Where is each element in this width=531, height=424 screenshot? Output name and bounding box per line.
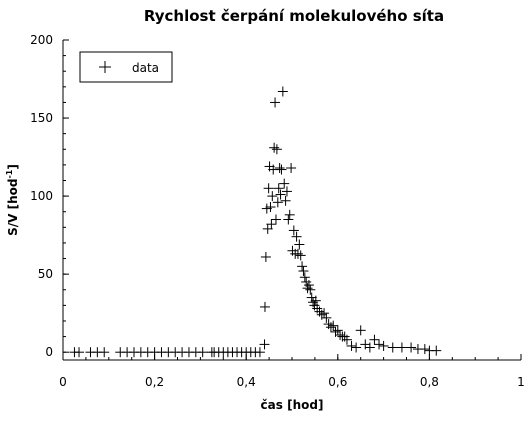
y-ticks: 0 50 100 150 200 [30,33,69,359]
data-point [273,183,284,194]
legend-marker [99,61,111,73]
data-point [270,214,281,225]
data-point [263,183,274,194]
data-markers [69,86,442,358]
data-point [325,322,336,333]
legend-box [79,51,173,83]
data-point [260,251,271,262]
data-point [291,231,302,242]
x-tick-label: 0 [59,375,67,389]
data-point [292,248,303,259]
x-tick-label: 0,8 [420,375,439,389]
data-point [279,178,290,189]
data-point [272,197,283,208]
data-point [281,186,292,197]
data-point [378,340,389,351]
data-point [254,347,265,358]
data-point [431,345,442,356]
x-tick-label: 0,6 [328,375,347,389]
data-point [294,239,305,250]
chart-title: Rychlost čerpání molekulového síta [144,7,444,25]
x-axis-label: čas [hod] [261,398,324,412]
x-ticks: 0 0,2 0,4 0,6 0,8 1 [59,354,525,389]
data-point [276,164,287,175]
data-point [267,191,278,202]
data-point [299,272,310,283]
data-point [305,284,316,295]
data-point [295,250,306,261]
data-point [328,320,339,331]
x-tick-label: 0,2 [145,375,164,389]
y-axis-label-main: S/V [hod [6,179,20,236]
data-point [341,334,352,345]
data-point [396,342,407,353]
data-point [288,225,299,236]
data-point [266,219,277,230]
y-axis-label: S/V [hod-1] [5,164,20,236]
data-point [283,214,294,225]
data-point [419,344,430,355]
data-point [280,195,291,206]
y-tick-label: 200 [30,33,53,47]
data-point [351,342,362,353]
data-point [284,209,295,220]
data-point [259,301,270,312]
data-point [332,325,343,336]
legend-label: data [132,61,159,75]
axes [62,40,521,361]
data-point [274,163,285,173]
data-point [275,189,286,200]
data-point [265,202,276,213]
data-point [374,339,385,350]
data-point [271,144,282,155]
data-point [355,325,366,336]
x-tick-label: 0,4 [237,375,256,389]
y-tick-label: 0 [45,345,53,359]
y-tick-label: 100 [30,189,53,203]
data-point [369,334,380,345]
data-point [269,142,280,153]
y-tick-label: 50 [38,267,53,281]
data-point [346,340,357,351]
data-point [74,347,85,358]
data-point [335,330,346,341]
data-point [303,280,314,291]
data-point [277,86,288,97]
data-point [364,342,375,353]
y-axis-label-close: ] [6,164,20,169]
data-point [286,163,297,173]
data-point [270,97,281,108]
y-tick-label: 150 [30,111,53,125]
data-point [310,295,321,306]
data-point [197,347,208,358]
data-point [387,342,398,353]
data-point [298,266,309,277]
data-point [406,342,417,353]
data-point [297,261,308,272]
data-point [99,347,110,358]
data-point [319,308,330,319]
x-tick-label: 1 [517,375,525,389]
data-point [321,312,332,323]
data-point [259,339,270,350]
y-axis-label-sup: -1 [5,169,14,178]
legend: data [79,51,173,83]
